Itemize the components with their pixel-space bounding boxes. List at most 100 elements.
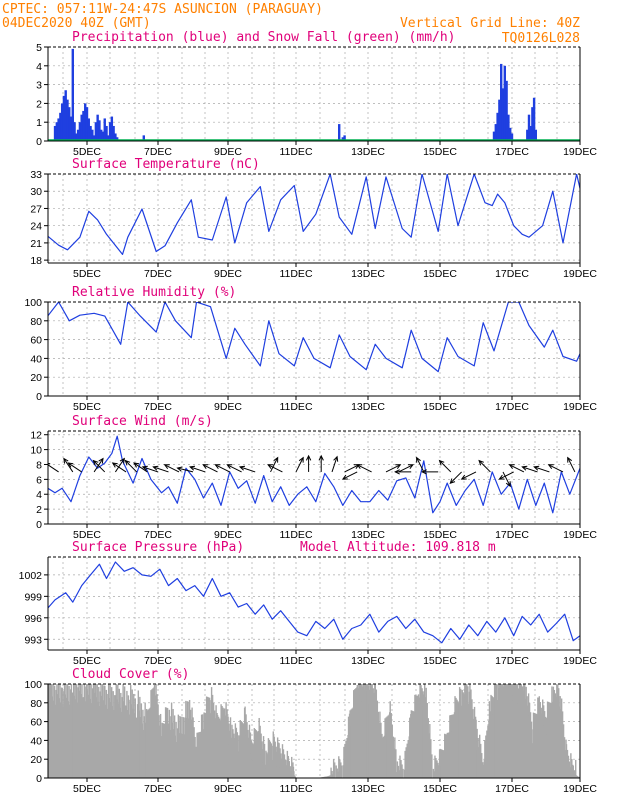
wind-arrow <box>214 464 230 473</box>
cloud-bar <box>570 753 572 778</box>
precip-bar <box>501 88 505 141</box>
wind-arrow <box>547 464 564 473</box>
cloud-bar <box>133 693 135 778</box>
cloud-bar <box>64 694 66 778</box>
cloud-bar <box>75 699 77 778</box>
cloud-bar <box>104 685 106 778</box>
cloud-bar <box>184 717 186 778</box>
cloud-bar <box>66 697 68 778</box>
cloud-bar <box>566 749 569 778</box>
cloud-bar <box>332 759 335 778</box>
x-tick-label: 17DEC <box>495 401 529 413</box>
cloud-bar <box>126 690 128 778</box>
x-tick-label: 11DEC <box>279 401 312 413</box>
y-tick-label: 993 <box>24 634 42 646</box>
y-tick-label: 100 <box>24 679 42 691</box>
cloud-bar <box>287 755 290 778</box>
precip-bar <box>55 122 59 141</box>
cloud-bar <box>401 764 403 778</box>
cloud-bar <box>186 701 189 778</box>
cloud-bar <box>181 716 183 778</box>
panel-precip: Precipitation (blue) and Snow Fall (gree… <box>36 30 597 158</box>
plot-area <box>48 48 580 141</box>
cloud-bar <box>69 689 72 778</box>
cloud-bar <box>76 702 79 778</box>
x-tick-label: 7DEC <box>144 783 172 795</box>
header-code: TQ0126L028 <box>502 31 580 46</box>
precip-bar <box>509 127 512 141</box>
x-tick-label: 13DEC <box>351 146 385 158</box>
cloud-bar <box>442 750 444 778</box>
cloud-bar <box>121 697 124 778</box>
model-altitude: Model Altitude: 109.818 m <box>300 540 496 555</box>
x-tick-label: 11DEC <box>279 529 312 541</box>
cloud-bar <box>128 714 130 778</box>
x-tick-label: 7DEC <box>144 401 172 413</box>
cloud-bar <box>482 764 484 778</box>
cloud-bar <box>113 710 115 778</box>
cloud-bar <box>61 687 63 778</box>
wind-arrow <box>478 459 491 473</box>
cloud-bar <box>120 711 123 778</box>
y-tick-label: 60 <box>30 335 42 347</box>
cloud-bar <box>177 714 180 778</box>
precip-bar <box>78 122 82 141</box>
plot-area <box>48 561 580 644</box>
wind-arrow <box>498 471 514 480</box>
panel-title: Surface Pressure (hPa) <box>72 540 244 555</box>
precip-bar <box>107 135 110 141</box>
cloud-bar <box>65 684 67 778</box>
cloud-bar <box>437 762 439 778</box>
cloud-bar <box>74 684 76 778</box>
y-tick-label: 999 <box>24 591 42 603</box>
cloud-bar <box>86 690 89 778</box>
cloud-bar <box>66 684 69 778</box>
x-tick-label: 5DEC <box>73 401 101 413</box>
x-tick-label: 9DEC <box>214 529 242 541</box>
cloud-bar <box>106 708 108 778</box>
y-tick-label: 80 <box>30 698 42 710</box>
wind-arrow <box>152 465 169 473</box>
cloud-bar <box>481 753 483 778</box>
panel-title: Surface Wind (m/s) <box>72 414 213 429</box>
precip-bar <box>94 122 98 141</box>
x-tick-label: 5DEC <box>73 529 101 541</box>
cloud-bar <box>435 757 437 778</box>
x-tick-label: 11DEC <box>279 268 312 280</box>
precip-bar <box>85 107 89 141</box>
cloud-bar <box>98 686 100 778</box>
cloud-bar <box>396 761 399 778</box>
cloud-bar <box>80 694 82 778</box>
y-tick-label: 0 <box>36 773 42 785</box>
precip-bar <box>110 116 114 141</box>
cloud-bar <box>279 748 281 778</box>
x-tick-label: 13DEC <box>351 268 385 280</box>
cloud-bar <box>139 717 142 778</box>
cloud-bar <box>51 696 54 778</box>
cloud-bar <box>90 684 92 778</box>
precip-bar <box>115 137 119 141</box>
precip-bar <box>338 124 341 141</box>
precip-bar <box>59 112 62 141</box>
cloud-bar <box>68 685 70 778</box>
y-tick-label: 10 <box>30 445 42 457</box>
cloud-bar <box>72 684 75 778</box>
precip-bar <box>62 95 66 141</box>
cloud-bar <box>96 684 98 778</box>
cloud-bar <box>46 684 47 778</box>
cloud-bar <box>179 733 181 778</box>
cloud-bar <box>71 692 73 778</box>
wind-arrow <box>331 455 339 473</box>
x-tick-label: 17DEC <box>495 783 529 795</box>
x-tick-label: 5DEC <box>73 783 101 795</box>
cloud-bar <box>571 758 573 778</box>
wind-arrow <box>394 469 412 475</box>
x-tick-label: 5DEC <box>73 655 101 667</box>
x-tick-label: 15DEC <box>423 529 457 541</box>
cloud-bar <box>67 701 70 778</box>
precip-bar <box>534 129 537 141</box>
cloud-bar <box>134 698 136 778</box>
cloud-bar <box>69 704 71 778</box>
cloud-bar <box>123 686 126 778</box>
cloud-bar <box>79 690 81 778</box>
